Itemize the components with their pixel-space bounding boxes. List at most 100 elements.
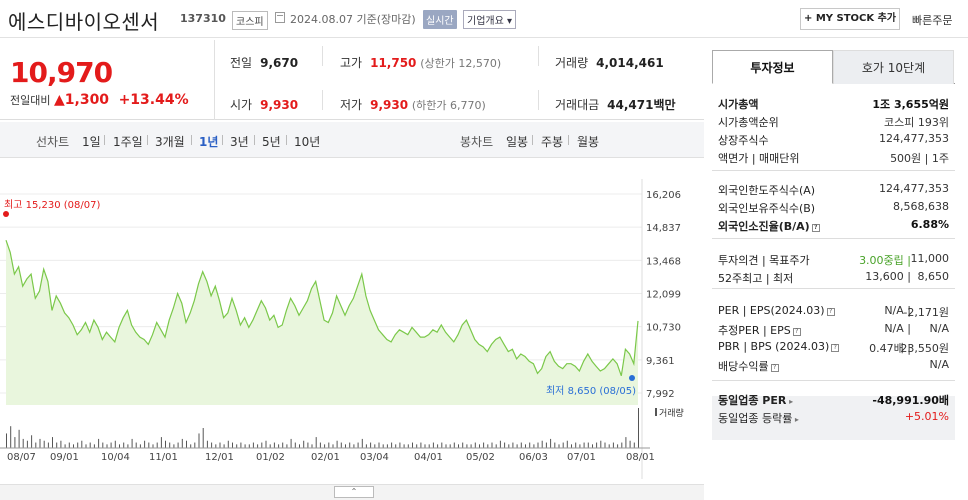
price-area [6,240,638,405]
help-icon[interactable]: ? [792,328,801,336]
info-value: +5.01% [904,410,949,423]
help-icon[interactable]: ? [826,308,835,316]
current-price: 10,970 [10,56,113,89]
volume-bar [416,444,418,448]
volume-bar [93,444,95,448]
collapse-chart-button[interactable]: ⌃ [334,486,374,498]
x-tick-label: 11/01 [149,452,178,463]
volume-bar [554,442,556,448]
volume-bar [495,444,497,448]
period-10y[interactable]: 10년 [294,135,321,149]
volume-bar [139,444,141,448]
x-tick-label: 04/01 [414,452,443,463]
section-divider [712,170,955,171]
arrow-icon: ▸ [792,415,799,424]
volume-bar [160,437,162,448]
y-tick-label: 16,206 [646,190,681,201]
info-row: 외국인한도주식수(A) 124,477,353 [712,180,955,198]
info-key: PBR | BPS (2024.03)? [718,340,840,353]
info-key: 추정PER | EPS? [718,322,801,338]
volume-bar [545,442,547,448]
period-1y[interactable]: 1년 [199,135,219,149]
up-arrow-icon: ▲ [53,92,65,108]
info-value: N/A [929,358,949,371]
volume-bar [169,442,171,448]
info-key: 동일업종 PER ▸ [718,394,794,407]
volume-bar [583,442,585,448]
info-key: PER | EPS(2024.03)? [718,304,835,317]
volume-bar [14,437,16,448]
add-my-stock-button[interactable]: + MY STOCK 추가 [800,8,900,30]
tab-investment-info[interactable]: 투자정보 [712,50,833,84]
candle-monthly[interactable]: 월봉 [577,135,600,149]
volume-bar [294,442,296,448]
volume-bar [525,444,526,448]
realtime-badge[interactable]: 실시간 [423,10,457,29]
volume-bar [386,444,388,448]
help-icon[interactable]: ? [831,344,840,352]
volume-bar [336,440,338,448]
volume-bar [18,429,20,448]
volume-bar [68,442,70,448]
volume-bar [31,435,33,448]
info-value: 500원 | 1주 [890,152,949,165]
info-row: 시가총액 1조 3,655억원 [712,94,955,112]
volume-label: 거래량 [655,406,684,419]
volume-bar [374,444,376,448]
volume-bar [483,442,485,448]
volume-bar [269,444,271,448]
volume-bar [10,426,12,448]
volume-bar [470,444,472,448]
stock-name: 에스디바이오센서 [8,10,160,34]
info-value: 1조 3,655억원 [872,98,949,111]
volume-bar [202,428,204,448]
candle-daily[interactable]: 일봉 [506,135,529,149]
volume-bar [319,442,321,448]
info-row: 투자의견 | 목표주가 3.00중립 | 11,000 [712,250,955,268]
info-row: 52주최고 | 최저 13,600 | 8,650 [712,268,955,286]
period-5y[interactable]: 5년 [262,135,281,149]
tab-order-book[interactable]: 호가 10단계 [833,50,954,84]
period-3m[interactable]: 3개월 [155,135,185,149]
volume-bar [633,442,635,448]
volume-bar [265,440,267,448]
volume-bar [232,442,233,448]
volume-bar [47,442,49,448]
volume-bar [638,408,639,448]
volume-bar [244,444,246,448]
volume-bar [571,444,572,448]
info-row: 외국인소진율(B/A)? 6.88% [712,216,955,234]
volume-bar [303,440,305,448]
volume-bar [211,442,213,448]
volume-bar [617,444,619,448]
volume-bar [181,438,183,448]
info-row: 추정PER | EPS? N/A | N/A [712,320,955,338]
help-icon[interactable]: ? [811,224,820,232]
price-chart[interactable]: 16,206 14,837 13,468 12,099 10,730 9,361 7,992… [0,159,704,479]
volume-bar [550,438,552,448]
help-icon[interactable]: ? [770,364,779,372]
volume-bar [102,442,104,448]
divider [214,40,215,120]
volume-bar [340,442,342,448]
volume-bar [278,444,280,448]
period-3y[interactable]: 3년 [230,135,249,149]
candle-weekly[interactable]: 주봉 [541,135,564,149]
period-1d[interactable]: 1일 [82,135,101,149]
x-tick-label: 12/01 [205,452,234,463]
volume-bar [608,444,610,448]
divider [322,46,323,66]
volume-bar [123,442,125,448]
info-key: 외국인한도주식수(A) [718,184,816,197]
volume-bar [445,444,447,448]
quick-order-link[interactable]: 빠른주문 [912,14,953,27]
day-low: 저가 9,930 (하한가 6,770) [340,98,486,112]
company-overview-dropdown[interactable]: 기업개요 ▾ [463,10,516,29]
info-row: 시가총액순위 코스피 193위 [712,112,955,130]
volume-bar [56,442,58,448]
volume-bar [248,444,250,448]
volume-bar [60,440,62,448]
info-key: 외국인보유주식수(B) [718,202,816,215]
period-1w[interactable]: 1주일 [113,135,143,149]
x-tick-label: 08/07 [7,452,36,463]
